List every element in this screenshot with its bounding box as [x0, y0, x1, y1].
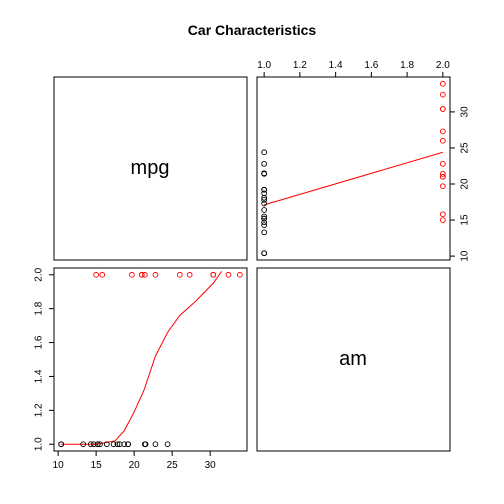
left-tick-label-0: 1.0 [34, 437, 45, 451]
bottom-tick-label-2: 20 [129, 460, 141, 471]
point-top-12 [261, 200, 268, 207]
point-top-19 [440, 80, 446, 87]
point-bottom-26 [176, 271, 183, 278]
right-tick-label-3: 25 [460, 142, 471, 154]
chart-title: Car Characteristics [188, 22, 317, 38]
point-bottom-23 [80, 441, 87, 448]
panel-mpg-vs-am [256, 76, 451, 261]
point-bottom-6 [87, 441, 94, 448]
point-bottom-17 [225, 271, 232, 278]
point-top-29 [440, 183, 446, 190]
point-top-8 [261, 160, 268, 167]
points-am-vs-mpg [58, 271, 243, 448]
top-tick-label-3: 1.6 [364, 60, 378, 71]
point-top-15 [261, 250, 268, 257]
point-bottom-10 [114, 441, 121, 448]
point-bottom-19 [237, 271, 243, 278]
point-bottom-25 [186, 271, 193, 278]
point-top-11 [261, 207, 268, 213]
point-bottom-21 [97, 441, 103, 448]
point-top-27 [440, 106, 446, 112]
left-tick-label-4: 1.8 [34, 301, 45, 315]
top-tick-label-5: 2.0 [436, 60, 450, 71]
point-top-20 [261, 170, 268, 177]
bottom-tick-label-4: 30 [205, 460, 217, 471]
panel-diagonal-am [256, 267, 451, 452]
point-top-4 [261, 190, 268, 197]
right-tick-label-1: 15 [460, 214, 471, 226]
point-bottom-22 [94, 441, 101, 448]
top-tick-label-0: 1.0 [257, 60, 271, 71]
right-axis-mpg: 10 15 20 25 30 [449, 106, 471, 262]
right-tick-label-0: 10 [460, 250, 471, 262]
point-top-24 [261, 186, 268, 193]
point-bottom-1 [138, 271, 145, 278]
point-top-21 [261, 213, 268, 220]
point-bottom-20 [142, 441, 149, 448]
point-top-23 [261, 229, 268, 236]
point-bottom-29 [129, 271, 135, 278]
point-bottom-11 [103, 441, 110, 448]
point-bottom-12 [110, 441, 117, 448]
top-tick-label-2: 1.4 [329, 60, 343, 71]
bottom-tick-label-3: 25 [167, 460, 179, 471]
point-top-30 [440, 217, 446, 223]
point-bottom-28 [99, 271, 106, 278]
left-tick-label-1: 1.2 [34, 403, 45, 417]
smooth-line-mpg-vs-am [264, 151, 443, 206]
point-bottom-30 [93, 271, 99, 278]
point-top-2 [440, 160, 446, 167]
panel-diagonal-mpg [53, 76, 248, 261]
point-top-26 [440, 137, 446, 144]
left-tick-label-5: 2.0 [34, 267, 45, 281]
point-bottom-2 [152, 271, 159, 278]
top-tick-label-1: 1.2 [293, 60, 307, 71]
bottom-tick-label-0: 10 [53, 460, 65, 471]
point-bottom-27 [210, 271, 217, 278]
panel-am-vs-mpg [53, 267, 248, 452]
point-top-16 [261, 219, 268, 226]
bottom-tick-label-1: 15 [91, 460, 103, 471]
point-bottom-7 [164, 441, 171, 448]
diagonal-label-am: am [339, 348, 367, 370]
bottom-axis-mpg: 10 15 20 25 30 [53, 450, 217, 471]
point-top-7 [261, 149, 268, 156]
point-bottom-8 [152, 441, 159, 448]
right-tick-label-4: 30 [460, 106, 471, 118]
point-top-10 [261, 197, 268, 203]
point-top-17 [440, 91, 446, 98]
point-bottom-16 [90, 441, 97, 448]
point-top-22 [261, 215, 268, 222]
point-top-1 [440, 173, 446, 180]
points-mpg-vs-am [261, 80, 446, 257]
point-top-28 [440, 211, 446, 218]
point-top-6 [261, 222, 268, 228]
diagonal-label-mpg: mpg [131, 157, 170, 179]
left-tick-label-2: 1.4 [34, 369, 45, 383]
right-tick-label-2: 20 [460, 178, 471, 190]
point-top-25 [440, 128, 446, 135]
point-bottom-15 [58, 441, 65, 448]
point-bottom-5 [116, 441, 123, 448]
left-tick-label-3: 1.6 [34, 335, 45, 349]
smooth-line-am-vs-mpg [61, 271, 223, 445]
point-bottom-31 [141, 271, 148, 278]
point-bottom-24 [125, 441, 131, 448]
point-top-5 [261, 194, 268, 201]
left-axis-am: 1.0 1.2 1.4 1.6 1.8 2.0 [34, 267, 55, 451]
top-axis-am: 1.0 1.2 1.4 1.6 1.8 2.0 [257, 60, 450, 78]
point-top-31 [440, 171, 446, 177]
top-tick-label-4: 1.8 [400, 60, 414, 71]
